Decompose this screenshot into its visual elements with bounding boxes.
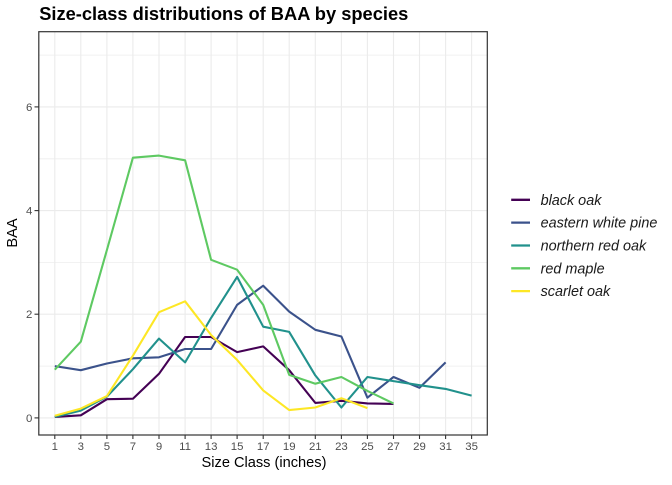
- svg-text:7: 7: [130, 441, 136, 453]
- svg-text:15: 15: [231, 441, 244, 453]
- svg-text:Size Class (inches): Size Class (inches): [202, 455, 327, 471]
- svg-text:31: 31: [439, 441, 452, 453]
- svg-text:1: 1: [52, 441, 58, 453]
- svg-text:3: 3: [78, 441, 84, 453]
- svg-text:5: 5: [104, 441, 110, 453]
- svg-text:21: 21: [309, 441, 322, 453]
- svg-text:23: 23: [335, 441, 348, 453]
- svg-text:northern red oak: northern red oak: [541, 239, 647, 255]
- svg-text:0: 0: [26, 413, 32, 425]
- svg-text:25: 25: [361, 441, 374, 453]
- svg-text:black oak: black oak: [541, 193, 603, 209]
- svg-text:eastern white pine: eastern white pine: [541, 216, 658, 232]
- svg-text:9: 9: [156, 441, 162, 453]
- svg-text:19: 19: [283, 441, 296, 453]
- svg-text:Size-class distributions of BA: Size-class distributions of BAA by speci…: [39, 3, 408, 24]
- svg-text:BAA: BAA: [5, 218, 21, 247]
- svg-text:scarlet oak: scarlet oak: [541, 284, 611, 300]
- svg-text:29: 29: [413, 441, 426, 453]
- svg-text:17: 17: [257, 441, 270, 453]
- svg-text:11: 11: [179, 441, 191, 453]
- svg-text:red maple: red maple: [541, 261, 605, 277]
- svg-text:13: 13: [205, 441, 218, 453]
- svg-text:35: 35: [465, 441, 478, 453]
- svg-text:4: 4: [26, 206, 32, 218]
- svg-text:27: 27: [387, 441, 400, 453]
- svg-text:6: 6: [26, 102, 32, 114]
- svg-text:2: 2: [26, 309, 32, 321]
